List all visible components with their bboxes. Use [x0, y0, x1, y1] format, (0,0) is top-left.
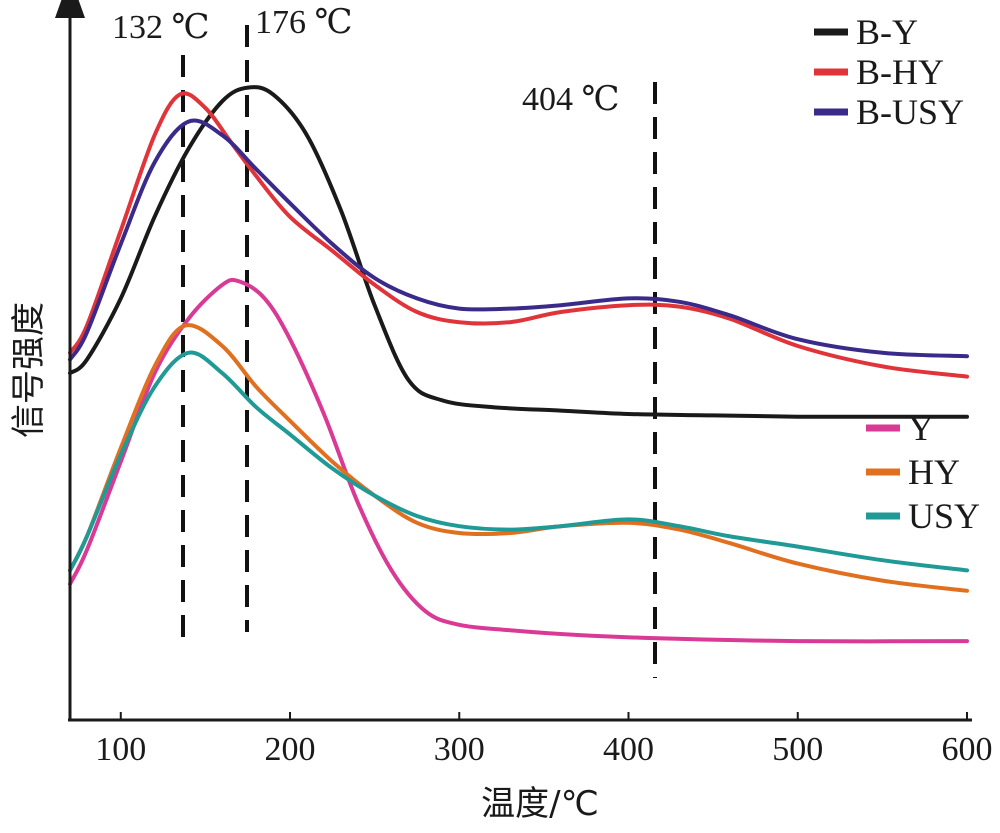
series-line-usy: [68, 350, 969, 573]
legend-label-b-usy: B-USY: [856, 92, 964, 132]
x-tick-label-300: 300: [434, 731, 485, 768]
x-ticks-layer: 100 200 300 400 500 600: [95, 712, 993, 768]
peak-label-176: 176 ℃: [255, 4, 353, 41]
x-tick-label-600: 600: [942, 731, 993, 768]
reference-lines-layer: [181, 25, 657, 678]
x-axis-title: 温度/℃: [481, 784, 599, 824]
legend-label-y: Y: [908, 408, 934, 448]
x-tick-label-400: 400: [603, 731, 654, 768]
legend-label-b-y: B-Y: [856, 12, 918, 52]
series-line-hy: [68, 323, 969, 593]
legend-label-hy: HY: [908, 452, 960, 492]
x-tick-label-500: 500: [772, 731, 823, 768]
legend-label-usy: USY: [908, 496, 980, 536]
series-line-y: [68, 277, 969, 644]
legend-label-b-hy: B-HY: [856, 52, 944, 92]
x-tick-label-100: 100: [95, 731, 146, 768]
series-line-b-hy: [68, 91, 969, 379]
series-line-b-usy: [68, 118, 969, 362]
peak-label-404: 404 ℃: [522, 81, 620, 118]
series-layer: [68, 85, 969, 644]
y-axis-title: 信号强度: [9, 302, 49, 438]
peak-label-132: 132 ℃: [112, 9, 210, 46]
peak-labels-layer: 132 ℃ 176 ℃ 404 ℃: [112, 4, 620, 118]
axes-layer: [55, 0, 972, 722]
series-line-b-y: [68, 85, 969, 419]
x-tick-label-200: 200: [265, 731, 316, 768]
